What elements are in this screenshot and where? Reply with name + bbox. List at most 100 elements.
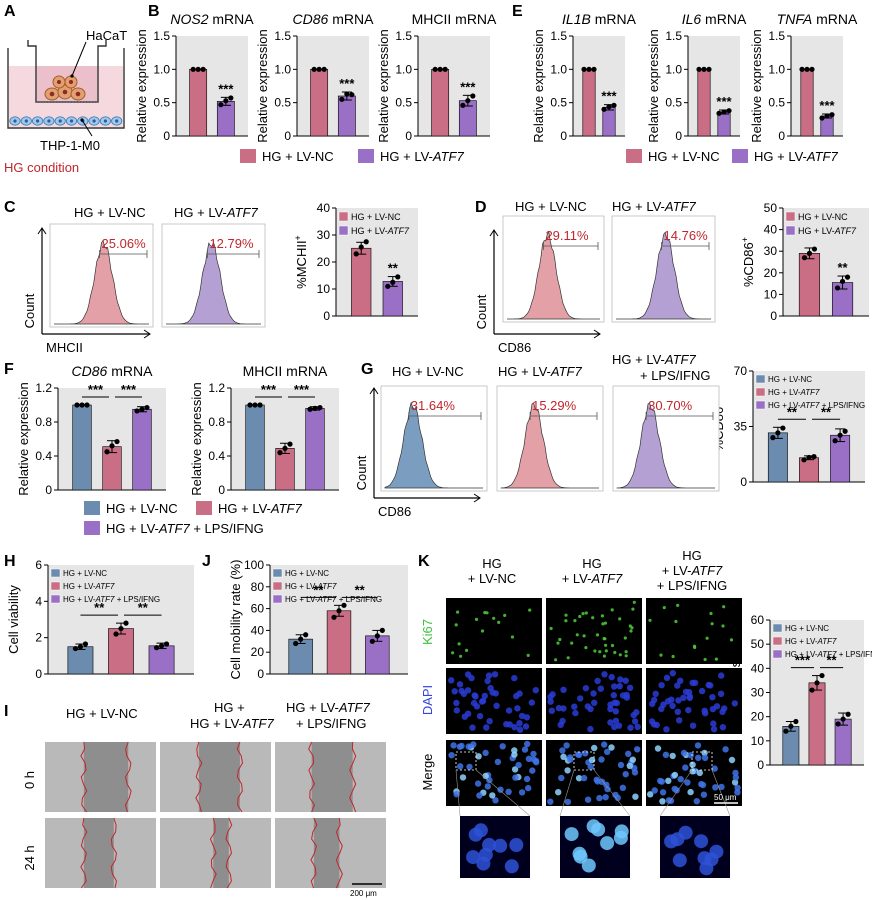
plot-area	[791, 36, 843, 136]
zoom-nucleus	[613, 830, 628, 845]
cell-nucleus	[456, 681, 464, 688]
zoom-box	[455, 751, 477, 771]
cell-nucleus	[464, 710, 472, 717]
cell-nucleus	[613, 650, 617, 655]
cell-nucleus	[728, 756, 736, 764]
if-image-r1-c1	[546, 668, 642, 734]
if-background	[446, 668, 542, 734]
data-point	[282, 445, 288, 451]
cell-nucleus	[618, 617, 622, 621]
cell-nucleus	[703, 657, 707, 662]
cell-nucleus	[613, 699, 620, 707]
if-image-r2-c2	[646, 740, 742, 806]
bar	[351, 247, 372, 317]
chart-e2: 0 0.5 1.0 1.5 Relative expression IL6 mRNA ***	[646, 11, 747, 143]
plot-area	[176, 36, 248, 136]
cell-nucleus	[451, 688, 458, 695]
cell-nucleus	[608, 673, 615, 681]
cell-nucleus	[668, 696, 675, 703]
cell-nucleus	[732, 774, 740, 781]
cell-nucleus	[556, 641, 560, 645]
cell-nucleus	[486, 718, 493, 725]
y-tick-label: 0.5	[550, 96, 567, 110]
cell-nucleus	[450, 742, 457, 749]
y-tick-label: 4	[35, 594, 42, 608]
histogram-curve	[54, 239, 149, 325]
thp1-nucleus	[103, 119, 107, 123]
scratch-gap	[83, 818, 114, 888]
cell-nucleus	[622, 677, 629, 684]
cell-nucleus	[491, 671, 499, 678]
arrow-head	[369, 387, 379, 395]
flow-c-atf7: 12.79%	[161, 223, 266, 328]
cell-nucleus	[616, 683, 623, 690]
cell-nucleus	[523, 775, 531, 783]
cell-nucleus	[555, 789, 562, 796]
cell-nucleus	[729, 638, 734, 642]
chart-d: 0 10 20 30 40 50 %CD86+ ** HG + LV-NC HG + LV-ATF…	[740, 201, 869, 323]
data-point	[77, 644, 84, 650]
thp1-nucleus	[92, 119, 96, 123]
cell-nucleus	[582, 750, 589, 757]
y-axis-label: Relative expression	[189, 382, 204, 495]
data-point	[277, 450, 283, 456]
scratch-gap	[213, 818, 229, 888]
thp1-cells	[9, 116, 123, 126]
y-tick-label: 1.0	[665, 62, 682, 76]
cell-nucleus	[516, 690, 523, 697]
data-point	[374, 633, 380, 639]
y-tick-label: 70	[734, 364, 748, 378]
wound-edge	[310, 817, 318, 889]
cell-nucleus	[734, 789, 741, 796]
data-point	[247, 402, 253, 408]
legend-swatch-blue	[84, 501, 100, 515]
cell-nucleus	[671, 785, 678, 793]
legend-label: HG + LV-ATF7 + LPS/IFNG	[785, 650, 872, 659]
scratch-image-r0-c1	[160, 741, 271, 813]
cell-nucleus	[659, 798, 666, 805]
wound-edge	[80, 741, 88, 813]
bar	[108, 628, 134, 675]
arrow-head	[143, 329, 151, 339]
legend-label: HG + LV-NC	[285, 569, 329, 578]
cell-nucleus	[705, 681, 712, 689]
cell-nucleus	[570, 641, 574, 645]
data-point	[837, 432, 843, 438]
zoom-connector	[455, 769, 461, 817]
cell-nucleus	[676, 717, 683, 724]
zoom-nucleus	[564, 827, 579, 842]
data-point	[606, 104, 612, 110]
data-point	[586, 66, 592, 72]
histogram-curve	[507, 231, 600, 320]
if-image-r1-c2	[646, 668, 742, 734]
ki67-col3-title-2: + LV-ATF7	[662, 563, 723, 578]
data-point	[834, 285, 841, 291]
panel-letter-e: E	[512, 3, 523, 20]
thp1-nucleus	[24, 119, 28, 123]
legend-label: HG + LV-ATF7	[351, 226, 410, 236]
wound-edge	[124, 741, 132, 813]
data-point	[303, 632, 309, 638]
plot-area	[297, 36, 369, 136]
cell-nucleus	[560, 753, 567, 760]
if-zoom-c2	[659, 769, 731, 878]
cell-nucleus	[626, 762, 633, 769]
cell-nucleus	[582, 634, 586, 638]
data-point	[832, 438, 838, 444]
cell-nucleus	[602, 637, 606, 641]
zoom-nucleus	[591, 822, 606, 837]
flow-c-axes: Count MHCII	[22, 227, 151, 355]
legend-swatch	[755, 400, 766, 410]
cell-nucleus	[610, 608, 614, 612]
cell-nucleus	[591, 616, 595, 620]
cell-nucleus	[465, 648, 469, 653]
cell-nucleus	[511, 724, 518, 731]
legend-swatch	[272, 581, 283, 591]
data-point	[806, 454, 812, 461]
y-tick-label: 30	[317, 228, 331, 242]
scratch-gap	[83, 742, 129, 812]
cell-nucleus	[484, 677, 491, 685]
cell-nucleus	[652, 690, 659, 697]
cell-nucleus	[603, 621, 608, 625]
cell-nucleus	[623, 694, 630, 701]
